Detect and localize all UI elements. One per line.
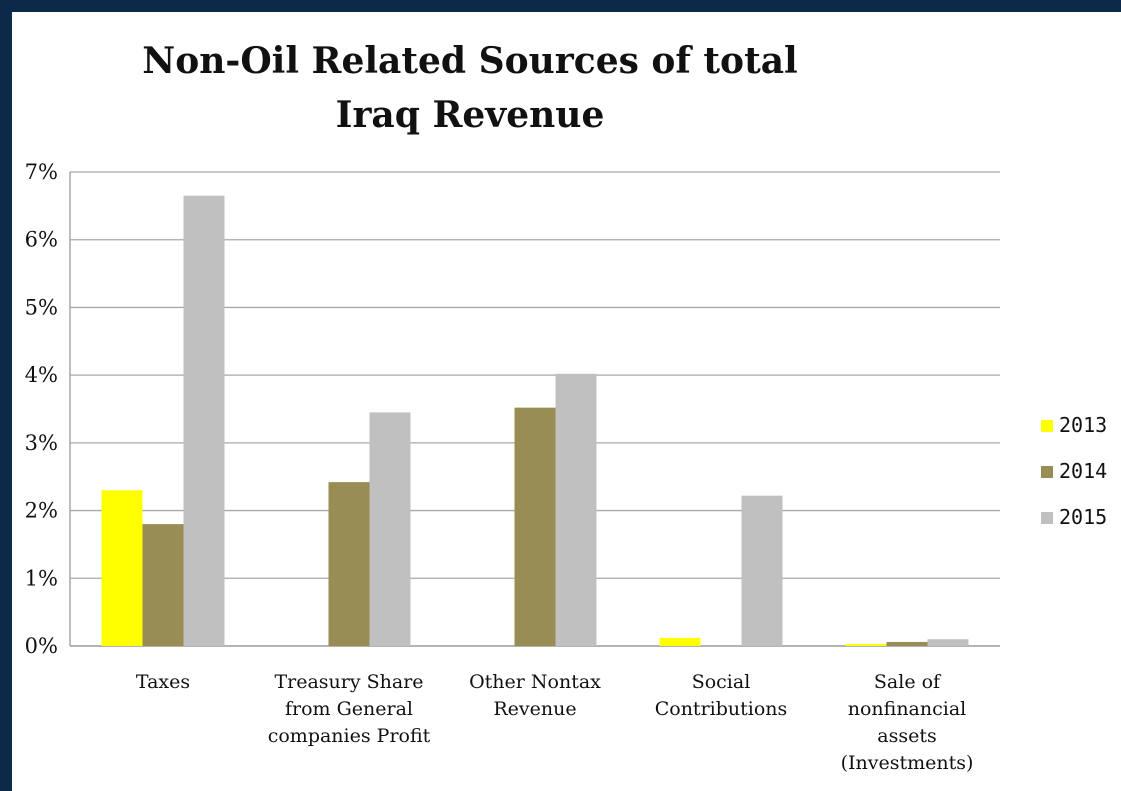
legend-swatch-2015: [1041, 512, 1053, 524]
x-category-label: Social Contributions: [655, 671, 788, 720]
chart-title: Non-Oil Related Sources of total Iraq Re…: [142, 40, 798, 136]
x-category-label: Other Nontax Revenue: [469, 671, 601, 720]
y-tick-label: 3%: [25, 431, 58, 455]
bar-2013: [845, 643, 887, 646]
x-category-label: Taxes: [136, 671, 190, 693]
x-category-label: Sale of nonfinancial assets (Investments): [841, 671, 974, 774]
bar-2014: [886, 641, 928, 646]
y-tick-label: 0%: [25, 634, 58, 658]
bar-2014: [328, 482, 370, 646]
y-tick-label: 2%: [25, 499, 58, 523]
y-tick-label: 1%: [25, 566, 58, 590]
bar-2014: [514, 407, 556, 646]
y-tick-label: 4%: [25, 363, 58, 387]
x-category-label: Treasury Share from General companies Prof…: [268, 671, 431, 747]
y-tick-label: 5%: [25, 295, 58, 319]
y-tick-label: 6%: [25, 228, 58, 252]
bar-2013: [101, 490, 143, 646]
legend-label-2014: 2014: [1059, 459, 1107, 483]
bar-2015: [741, 495, 783, 646]
bar-2014: [142, 524, 184, 646]
legend-label-2013: 2013: [1059, 413, 1107, 437]
bar-2015: [183, 195, 225, 646]
bar-2015: [555, 373, 597, 646]
legend-swatch-2014: [1041, 466, 1053, 478]
legend-label-2015: 2015: [1059, 505, 1107, 529]
legend-swatch-2013: [1041, 420, 1053, 432]
bar-2015: [369, 412, 411, 646]
bar-2013: [659, 637, 701, 646]
y-tick-label: 7%: [25, 160, 58, 184]
bar-2015: [927, 639, 969, 646]
